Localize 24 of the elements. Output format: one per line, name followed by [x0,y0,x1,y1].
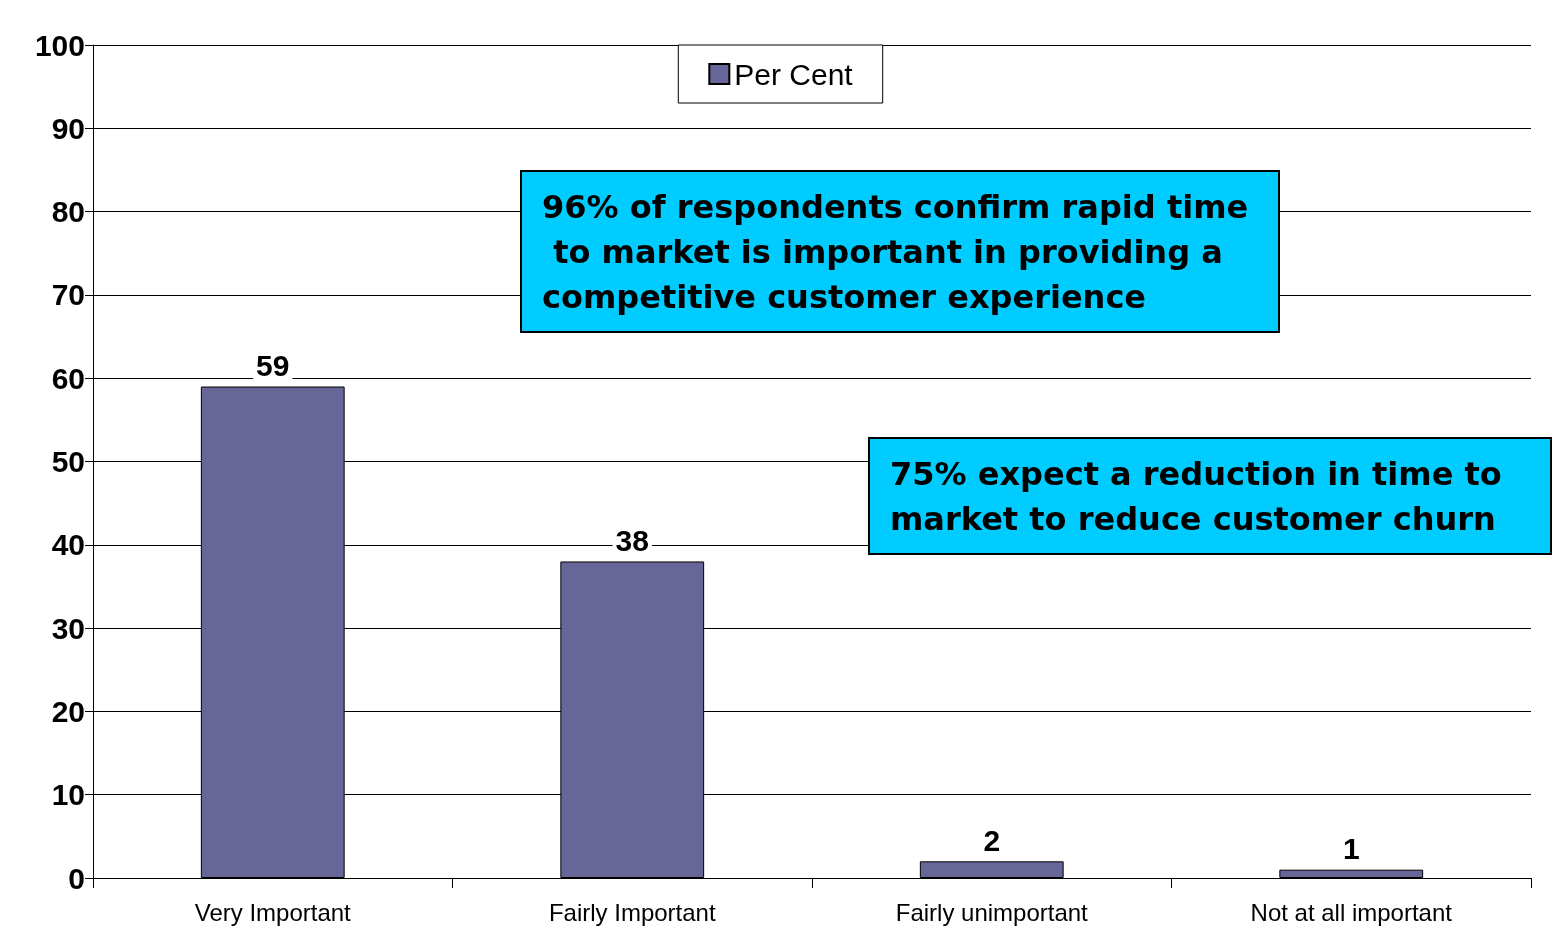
x-tick-label: Not at all important [1250,898,1453,926]
y-tick-label: 70 [51,278,85,312]
annotation: 75% expect a reduction in time to market to reduce customer churn [890,454,1513,538]
x-tick-label: Very Important [194,898,352,926]
y-tick-label: 30 [51,611,85,645]
x-tick-label: Fairly unimportant [895,898,1089,926]
legend-label: Per Cent [734,57,854,91]
y-tick-label: 90 [51,111,85,145]
x-tick-label: Fairly Important [548,898,716,926]
bar [919,861,1064,878]
bar [1279,869,1424,878]
y-tick-label: 50 [51,445,85,478]
y-tick-label: 0 [68,861,85,895]
y-tick-label: 40 [51,528,85,562]
data-label: 59 [256,349,290,383]
data-label: 1 [1342,832,1360,866]
y-tick-label: 60 [51,361,85,395]
y-tick-label: 20 [51,694,85,728]
y-tick-label: 100 [34,28,85,62]
y-tick-label: 10 [51,778,85,812]
data-label: 2 [983,823,1001,857]
y-tick-label: 80 [51,195,85,229]
data-label: 38 [615,523,649,557]
annotation: 96% of respondents confirm rapid time to market is important in providing a competitive customer experience [542,187,1249,316]
